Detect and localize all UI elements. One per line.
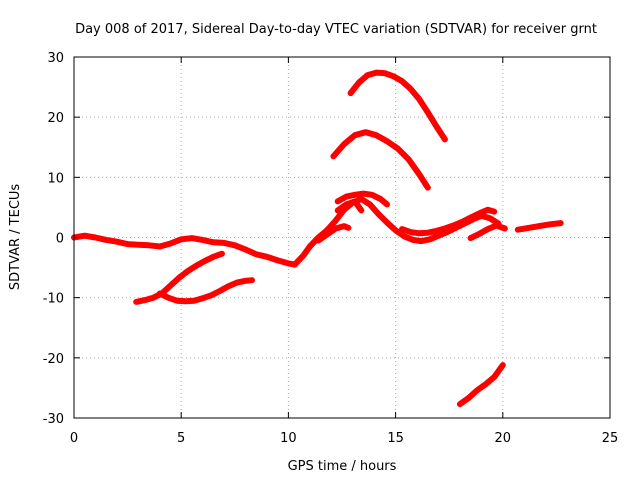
y-tick-label: -20 [43,352,64,367]
y-tick-labels: -30 -20 -10 0 10 20 30 [43,51,64,427]
grid [74,57,610,418]
chart-title: Day 008 of 2017, Sidereal Day-to-day VTE… [75,22,597,37]
series-track-4 [334,198,365,214]
series-track-7 [347,69,448,143]
series-track-6 [330,129,431,191]
x-tick-label: 5 [177,431,185,446]
series-layer [71,69,564,408]
x-tick-label: 15 [387,431,404,446]
series-track-10 [514,220,564,233]
x-tick-labels: 0 5 10 15 20 25 [70,431,618,446]
y-tick-label: 30 [47,51,64,66]
series-track-3 [334,190,390,208]
series-track-5 [315,223,352,244]
x-tick-label: 10 [280,431,297,446]
series-track-9 [467,222,508,242]
series-track-8 [399,206,498,237]
ticks [73,56,611,419]
y-tick-label: -10 [43,292,64,307]
series-track-13 [456,362,506,408]
series-track-12 [156,277,255,305]
series-track-11 [133,250,225,305]
x-axis-label: GPS time / hours [288,459,397,474]
x-tick-label: 25 [602,431,619,446]
y-tick-label: -30 [43,412,64,427]
y-axis-label: SDTVAR / TECUs [8,184,23,291]
x-tick-label: 0 [70,431,78,446]
series-track-2 [291,196,502,268]
y-tick-label: 10 [47,171,64,186]
y-tick-label: 20 [47,111,64,126]
x-tick-label: 20 [495,431,512,446]
y-tick-label: 0 [56,232,64,247]
series-track-1 [71,232,298,268]
